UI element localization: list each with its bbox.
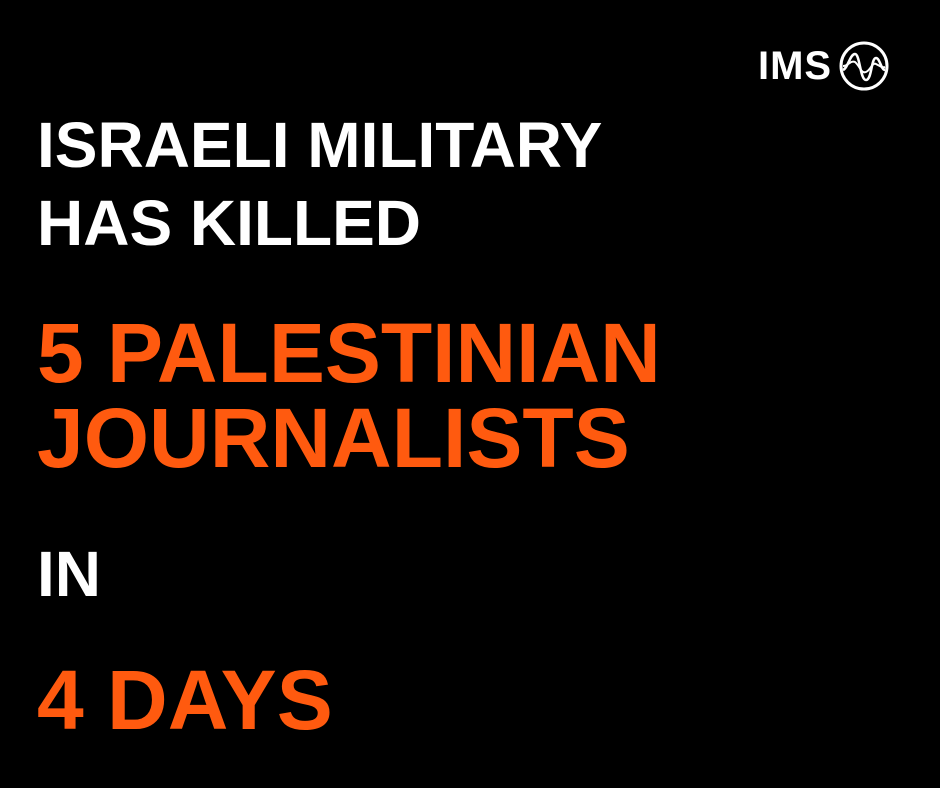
logo-text: IMS	[758, 43, 833, 88]
highlight-count: 5 PALESTINIAN	[37, 306, 661, 400]
highlight-subject: JOURNALISTS	[37, 391, 630, 485]
ims-logo: IMS	[758, 40, 890, 92]
highlight-duration: 4 DAYS	[37, 653, 333, 747]
sound-wave-circle-icon	[839, 41, 889, 91]
headline-line-1: ISRAELI MILITARY	[37, 109, 603, 181]
connector-text: IN	[37, 538, 101, 610]
headline-line-2: HAS KILLED	[37, 187, 421, 259]
